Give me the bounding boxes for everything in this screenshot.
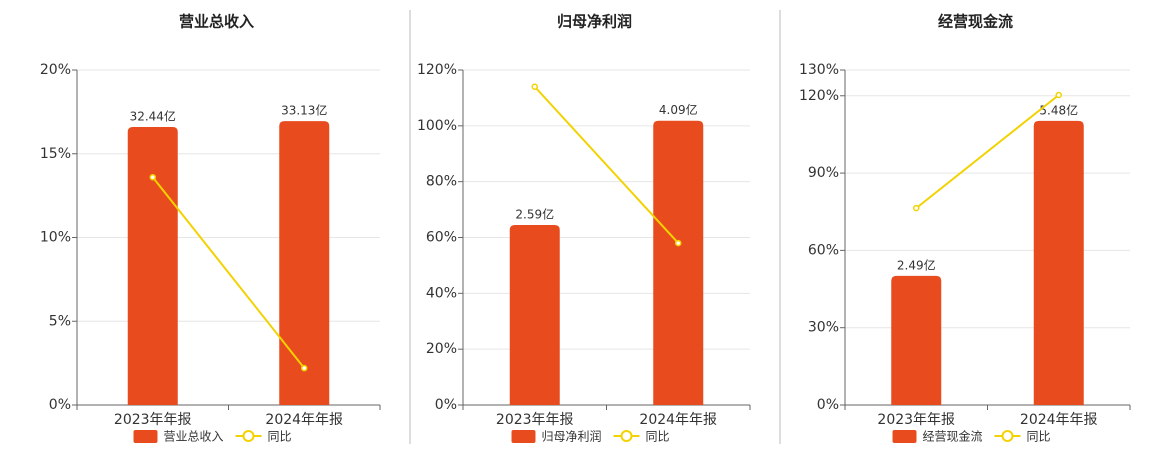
y-tick-label: 0%	[49, 397, 71, 413]
y-tick-label: 120%	[417, 62, 457, 78]
y-tick-label: 0%	[817, 397, 839, 413]
bar	[653, 120, 704, 405]
data-label: 5.48亿	[1039, 102, 1078, 117]
x-tick-label: 2024年年报	[1020, 412, 1098, 428]
legend-label: 同比	[268, 430, 292, 444]
line-point	[675, 239, 682, 247]
legend-marker	[1001, 430, 1014, 442]
y-tick-label: 10%	[40, 230, 71, 246]
legend-marker	[620, 430, 633, 442]
bar	[509, 224, 560, 405]
x-tick-label: 2023年年报	[114, 412, 192, 428]
line-point	[531, 83, 538, 90]
line	[915, 94, 1060, 209]
y-tick-label: 0%	[435, 397, 457, 413]
line-point	[913, 204, 920, 212]
legend-label: 同比	[1027, 430, 1051, 444]
bar	[891, 275, 942, 405]
y-tick-label: 40%	[426, 285, 457, 301]
legend-swatch	[133, 430, 158, 443]
line-point	[149, 173, 156, 181]
data-label: 4.09亿	[659, 102, 698, 117]
line	[534, 86, 679, 244]
legend-label: 经营现金流	[923, 429, 983, 444]
legend-swatch	[892, 430, 917, 443]
legend-label: 归母净利润	[542, 430, 602, 444]
chart-title: 经营现金流	[938, 13, 1013, 31]
legend-marker	[242, 430, 255, 442]
bar	[127, 127, 178, 406]
legend-label: 同比	[646, 430, 670, 444]
x-tick-label: 2023年年报	[877, 412, 955, 428]
data-label: 2.49亿	[897, 257, 936, 272]
x-tick-label: 2024年年报	[265, 412, 343, 428]
y-tick-label: 60%	[808, 242, 839, 258]
bar	[279, 121, 330, 405]
y-tick-label: 20%	[40, 62, 71, 78]
line-point	[301, 364, 308, 372]
y-tick-label: 5%	[49, 313, 71, 329]
y-tick-label: 20%	[426, 341, 457, 357]
y-tick-label: 90%	[808, 165, 839, 181]
data-label: 33.13亿	[281, 103, 327, 118]
y-tick-label: 30%	[808, 320, 839, 336]
x-tick-label: 2023年年报	[496, 412, 574, 428]
line-point	[1055, 91, 1062, 99]
y-tick-label: 80%	[426, 174, 457, 190]
data-label: 2.59亿	[515, 206, 554, 221]
x-tick-label: 2024年年报	[639, 412, 717, 428]
bar	[1033, 120, 1084, 405]
y-tick-label: 100%	[417, 118, 457, 134]
y-tick-label: 120%	[799, 88, 839, 104]
y-tick-label: 60%	[426, 230, 457, 246]
legend-swatch	[511, 430, 536, 443]
chart-title: 归母净利润	[557, 13, 632, 31]
chart-title: 营业总收入	[179, 13, 254, 31]
legend-label: 营业总收入	[164, 430, 224, 444]
line	[151, 176, 306, 369]
data-label: 32.44亿	[130, 109, 176, 124]
y-tick-label: 130%	[799, 62, 839, 78]
y-tick-label: 15%	[40, 146, 71, 162]
